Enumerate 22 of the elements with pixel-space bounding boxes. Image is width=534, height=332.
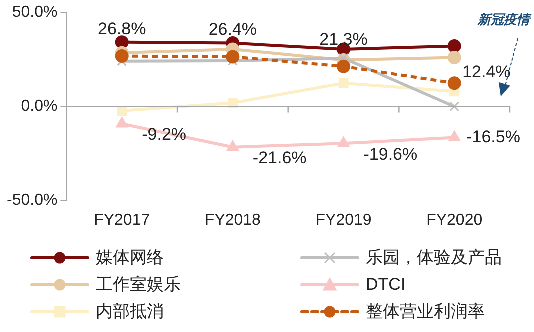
- data-label: 21.3%: [320, 30, 368, 49]
- data-label: -9.2%: [142, 125, 187, 144]
- legend-label: 整体营业利润率: [366, 301, 485, 323]
- data-label: -19.6%: [364, 144, 418, 164]
- data-label: -16.5%: [466, 127, 520, 146]
- legend-label: DTCI: [366, 274, 406, 294]
- legend-label: 工作室娱乐: [96, 274, 181, 296]
- y-tick-label: 0.0%: [21, 98, 58, 116]
- x-tick-label: FY2019: [316, 212, 372, 229]
- x-tick-label: FY2018: [204, 212, 262, 229]
- legend-label: 内部抵消: [96, 301, 164, 323]
- data-label: 12.4%: [462, 62, 511, 82]
- x-tick-label: FY2020: [426, 212, 483, 229]
- data-label: 26.8%: [98, 19, 146, 38]
- annotation: 新冠疫情: [477, 12, 532, 28]
- x-tick-label: FY2017: [94, 212, 150, 229]
- y-tick-label: -50.0%: [6, 192, 58, 210]
- y-tick-label: 50.0%: [12, 4, 58, 22]
- legend-label: 媒体网络: [96, 247, 164, 269]
- data-label: 26.4%: [208, 20, 258, 40]
- data-label: -21.6%: [252, 148, 307, 168]
- legend-label: 乐园，体验及产品: [366, 247, 502, 269]
